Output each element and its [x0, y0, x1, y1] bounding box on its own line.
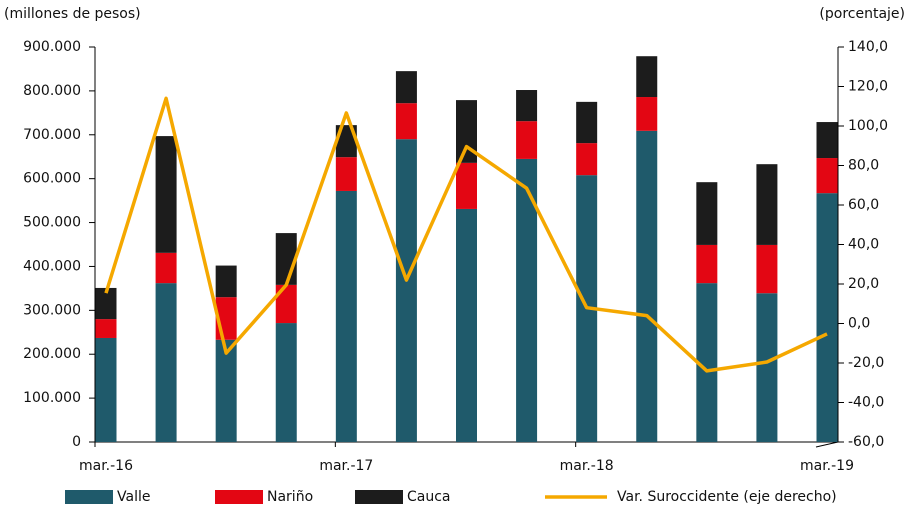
y-tick-label: 300.000 [23, 302, 81, 318]
y2-tick-label: 120,0 [848, 79, 888, 95]
bar-segment [275, 284, 297, 324]
legend-label: Valle [117, 489, 150, 505]
bar-segment [696, 244, 718, 284]
x-tick-label: mar.-19 [800, 458, 854, 474]
y2-tick-label: 0,0 [848, 316, 870, 332]
y2-axis-label: (porcentaje) [819, 6, 905, 22]
bar-segment [756, 293, 778, 442]
bar-segment [456, 162, 477, 209]
bar-segment [456, 100, 477, 163]
bar-segment [95, 319, 117, 338]
bar-segment [636, 56, 658, 98]
bar-segment [215, 339, 237, 442]
y2-tick-label: 60,0 [848, 197, 879, 213]
bar-segment [155, 283, 177, 442]
bar-segment [576, 143, 598, 176]
y-tick-label: 200.000 [23, 346, 81, 362]
y2-tick-label: -40,0 [848, 395, 884, 411]
bar-segment [395, 139, 417, 442]
y-tick-label: 700.000 [23, 127, 81, 143]
bar-segment [456, 208, 477, 442]
bar-segment [816, 158, 838, 194]
bar-segment [335, 157, 357, 191]
bar-segment [516, 158, 538, 442]
y2-tick-label: 80,0 [848, 158, 879, 174]
legend-label: Cauca [407, 489, 451, 505]
bar-segment [516, 90, 538, 122]
bar-segment [395, 71, 417, 104]
bar-segment [516, 121, 538, 159]
bar-segment [636, 130, 658, 443]
y2-tick-label: 100,0 [848, 118, 888, 134]
y-tick-label: 900.000 [23, 39, 81, 55]
y-tick-label: 400.000 [23, 258, 81, 274]
y-tick-label: 600.000 [23, 171, 81, 187]
legend-label: Var. Suroccidente (eje derecho) [617, 489, 837, 505]
y2-tick-label: 40,0 [848, 237, 879, 253]
legend-swatch [65, 490, 113, 504]
bar-segment [215, 265, 237, 298]
y2-tick-label: 140,0 [848, 39, 888, 55]
bar-segment [335, 190, 357, 442]
y2-tick-label: -60,0 [848, 434, 884, 450]
bar-segment [756, 244, 778, 294]
y-tick-label: 800.000 [23, 83, 81, 99]
bar-segment [395, 103, 417, 140]
line [104, 96, 828, 373]
x-tick-label: mar.-17 [319, 458, 373, 474]
y2-tick-label: -20,0 [848, 355, 884, 371]
legend-swatch [215, 490, 263, 504]
bar-segment [95, 337, 117, 442]
bar-segment [756, 164, 778, 245]
bar-segment [155, 252, 177, 284]
y-tick-label: 100.000 [23, 390, 81, 406]
y-axis-label: (millones de pesos) [4, 6, 141, 22]
legend-swatch [355, 490, 403, 504]
x-tick-label: mar.-16 [79, 458, 133, 474]
bar-segment [696, 283, 718, 442]
bar-segment [816, 193, 838, 442]
bar-segment [576, 101, 598, 144]
bar-segment [636, 97, 658, 131]
y2-tick-label: 20,0 [848, 276, 879, 292]
bar-segment [816, 122, 838, 159]
y-tick-label: 0 [72, 434, 81, 450]
bar-segment [696, 182, 718, 245]
bar-segment [275, 323, 297, 442]
y-tick-label: 500.000 [23, 215, 81, 231]
bar-segment [155, 136, 177, 253]
bar-segment [95, 287, 117, 320]
legend-label: Nariño [267, 489, 313, 505]
x-tick-label: mar.-18 [560, 458, 614, 474]
x-tick [815, 441, 839, 448]
